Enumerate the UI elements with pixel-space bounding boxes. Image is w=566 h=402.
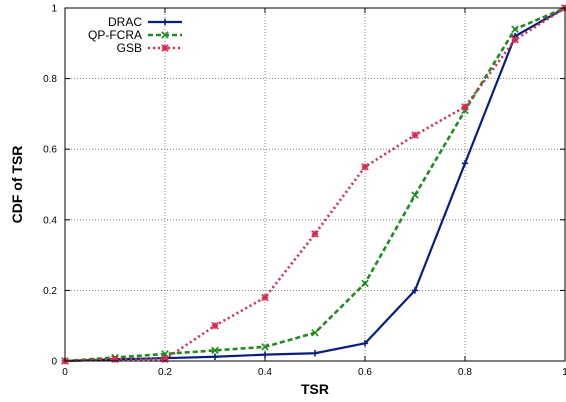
axis-ticks: 0 0.2 0.4 0.6 0.8 1 0 0.2 0.4 0.6 0.8 1 bbox=[43, 4, 566, 379]
series-qp-fcra bbox=[61, 4, 566, 365]
y-tick-label: 0.8 bbox=[43, 74, 57, 85]
legend-label: GSB bbox=[117, 41, 142, 55]
marker-stroke bbox=[461, 103, 469, 111]
data-point bbox=[261, 351, 269, 358]
data-point bbox=[361, 279, 369, 288]
legend-label: QP-FCRA bbox=[88, 28, 142, 42]
y-axis-title: CDF of TSR bbox=[9, 146, 25, 224]
data-point bbox=[411, 287, 419, 294]
data-point bbox=[411, 191, 419, 199]
x-axis-title: TSR bbox=[301, 381, 329, 397]
x-tick-label: 0.8 bbox=[458, 367, 472, 378]
marker-stroke bbox=[361, 279, 369, 288]
data-point bbox=[311, 350, 319, 357]
data-point bbox=[211, 321, 219, 330]
data-point bbox=[361, 163, 369, 171]
marker-stroke bbox=[211, 346, 219, 355]
data-point bbox=[511, 25, 519, 33]
data-point bbox=[461, 160, 469, 167]
y-tick-label: 0.2 bbox=[43, 286, 57, 297]
series-drac bbox=[61, 4, 566, 365]
marker-stroke bbox=[361, 163, 369, 171]
y-tick-label: 0.4 bbox=[43, 215, 57, 226]
x-tick-label: 1 bbox=[562, 367, 566, 378]
x-tick-label: 0.2 bbox=[158, 367, 172, 378]
data-point bbox=[211, 353, 219, 360]
series-line bbox=[64, 6, 566, 363]
x-tick-label: 0.4 bbox=[258, 367, 272, 378]
marker-stroke bbox=[161, 31, 169, 39]
legend-marker bbox=[161, 31, 169, 39]
marker-stroke bbox=[161, 44, 169, 52]
marker-stroke bbox=[311, 230, 319, 238]
y-tick-label: 0 bbox=[51, 357, 57, 368]
legend-entry: QP-FCRA bbox=[88, 28, 182, 42]
data-point bbox=[261, 293, 269, 302]
legend-entry: GSB bbox=[117, 41, 182, 55]
marker-stroke bbox=[411, 131, 419, 139]
y-tick-label: 0.6 bbox=[43, 145, 57, 156]
data-point bbox=[511, 36, 519, 44]
marker-stroke bbox=[261, 343, 269, 351]
legend-marker bbox=[161, 18, 169, 26]
marker-stroke bbox=[261, 293, 269, 302]
series-gsb bbox=[61, 4, 566, 365]
data-point bbox=[261, 343, 269, 351]
data-point bbox=[311, 230, 319, 238]
data-point bbox=[411, 131, 419, 139]
marker-stroke bbox=[511, 36, 519, 44]
data-point bbox=[361, 340, 369, 347]
marker-stroke bbox=[311, 328, 319, 337]
y-tick-label: 1 bbox=[51, 4, 57, 15]
plot-frame bbox=[64, 7, 566, 362]
series-lines bbox=[61, 4, 566, 365]
legend-entry: DRAC bbox=[108, 15, 182, 29]
data-point bbox=[211, 346, 219, 355]
marker-stroke bbox=[211, 321, 219, 330]
series-line bbox=[64, 7, 566, 363]
legend-label: DRAC bbox=[108, 15, 142, 29]
grid bbox=[65, 8, 565, 361]
x-tick-label: 0 bbox=[62, 367, 68, 378]
data-point bbox=[461, 103, 469, 111]
x-tick-label: 0.6 bbox=[358, 367, 372, 378]
marker-stroke bbox=[511, 25, 519, 33]
data-point bbox=[311, 328, 319, 337]
marker-stroke bbox=[411, 191, 419, 199]
legend-marker bbox=[161, 44, 169, 52]
series-line bbox=[64, 6, 566, 363]
